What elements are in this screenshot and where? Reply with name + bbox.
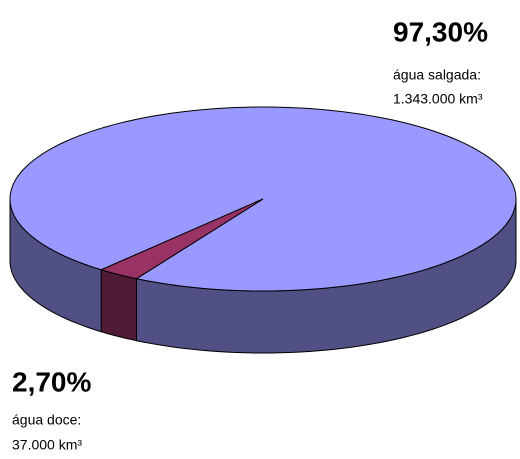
slice-side xyxy=(100,269,137,342)
slice-volume-label: 1.343.000 km³ xyxy=(393,91,483,107)
slice xyxy=(99,198,264,280)
slice-value-label: 2,70% xyxy=(12,366,91,397)
slice-label: água salgada: xyxy=(393,67,481,83)
slice-label: água doce: xyxy=(12,412,81,428)
slice-volume-label: 37.000 km³ xyxy=(12,437,82,453)
slice-value-label: 97,30% xyxy=(393,16,488,47)
